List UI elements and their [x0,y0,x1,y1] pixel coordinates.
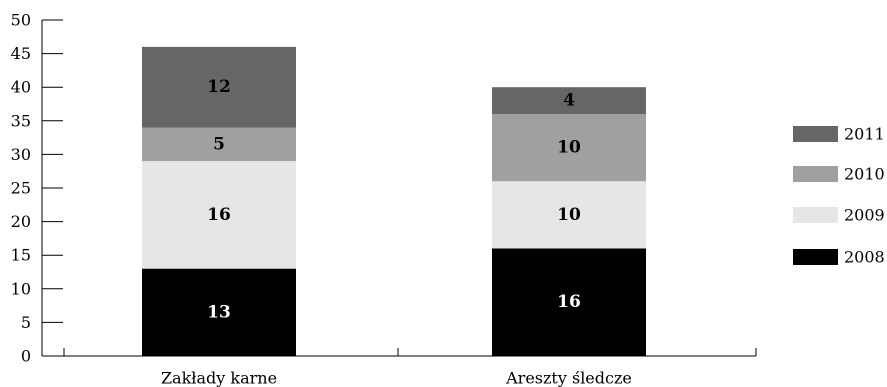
legend-label: 2008 [844,248,885,267]
y-tick-label: 0 [21,347,31,366]
y-tick-label: 50 [11,11,31,30]
y-tick-label: 30 [11,145,31,164]
plot-area: 1316512161010405101520253035404550Zakład… [11,11,757,387]
y-tick-label: 5 [21,313,31,332]
bar-segment-2009-1 [142,161,296,269]
y-tick-label: 10 [11,279,31,298]
legend-swatch-2011 [793,126,838,142]
y-tick-label: 45 [11,44,31,63]
legend: 2011 2010 2009 2008 [793,125,885,267]
bar-segment-2009-2 [492,181,646,249]
legend-label: 2011 [844,125,885,144]
data-label: 16 [207,205,231,225]
data-label: 4 [563,91,575,111]
data-label: 10 [557,138,581,158]
bar-segment-2011-2 [492,87,646,115]
bar-segment-2008-2 [492,248,646,356]
y-tick-label: 15 [11,246,31,265]
data-label: 16 [557,292,581,312]
x-tick-label: Zakłady karne [161,369,277,387]
x-tick-label: Areszty śledcze [505,369,632,387]
legend-label: 2009 [844,206,885,225]
legend-swatch-2009 [793,207,838,223]
data-label: 13 [207,302,231,322]
data-label: 5 [213,134,225,154]
y-tick-label: 35 [11,111,31,130]
y-tick-label: 40 [11,78,31,97]
bar-segment-2008-1 [142,268,296,356]
legend-swatch-2008 [793,249,838,265]
data-label: 10 [557,205,581,225]
bar-segment-2010-1 [142,127,296,162]
y-tick-label: 20 [11,212,31,231]
bar-segment-2010-2 [492,114,646,182]
data-label: 12 [207,77,231,97]
bar-segment-2011-1 [142,46,296,128]
y-tick-label: 25 [11,179,31,198]
legend-swatch-2010 [793,166,838,182]
legend-label: 2010 [844,165,885,184]
